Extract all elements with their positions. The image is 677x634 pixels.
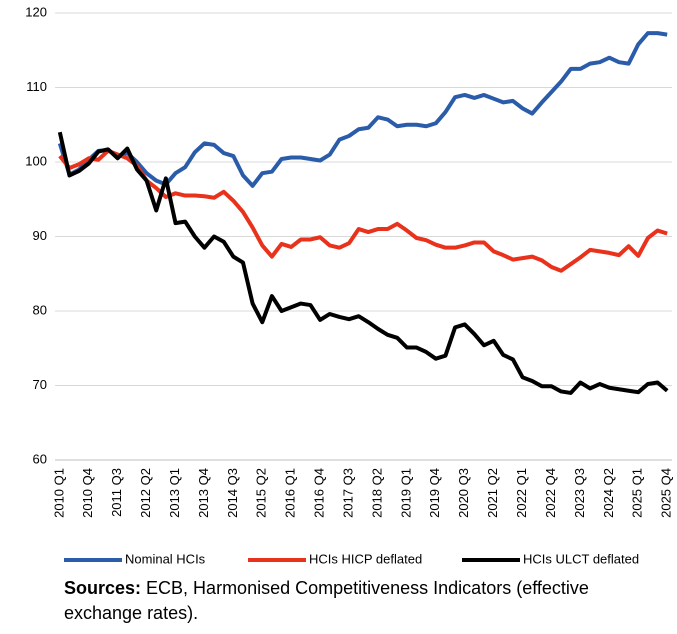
y-tick-label: 100 — [25, 153, 47, 168]
series-line — [57, 131, 669, 395]
x-tick-label: 2025 Q1 — [630, 468, 645, 518]
x-tick-label: 2020 Q3 — [456, 468, 471, 518]
x-tick-label: 2010 Q4 — [80, 468, 95, 518]
legend-label: HCIs HICP deflated — [309, 551, 422, 566]
x-tick-label: 2019 Q4 — [427, 468, 442, 518]
x-tick-label: 2016 Q1 — [283, 468, 298, 518]
series-line — [57, 31, 668, 188]
x-tick-label: 2018 Q2 — [369, 468, 384, 518]
y-tick-label: 60 — [33, 451, 47, 466]
y-tick-label: 90 — [33, 228, 47, 243]
x-tick-label: 2017 Q3 — [340, 468, 355, 518]
source-label: Sources: — [64, 578, 142, 598]
x-tick-label: 2012 Q2 — [138, 468, 153, 518]
x-tick-label: 2021 Q2 — [485, 468, 500, 518]
x-tick-label: 2019 Q1 — [398, 468, 413, 518]
chart: 60 70 80 90 100 110 120 2010 Q1 2010 Q4 2011 Q3 20… — [25, 4, 674, 566]
x-tick-label: 2014 Q3 — [225, 468, 240, 518]
x-tick-label: 2013 Q1 — [167, 468, 182, 518]
x-tick-label: 2011 Q3 — [109, 468, 124, 517]
x-tick-label: 2016 Q4 — [312, 468, 327, 518]
x-tick-label: 2013 Q4 — [196, 468, 211, 518]
series-line — [58, 148, 668, 273]
source-text: ECB, Harmonised Competitiveness Indicato… — [64, 578, 589, 623]
legend-label: Nominal HCIs — [125, 551, 206, 566]
x-tick-label: 2022 Q4 — [543, 468, 558, 518]
legend-label: HCIs ULCT deflated — [523, 551, 639, 566]
y-tick-label: 110 — [26, 79, 47, 94]
x-tick-label: 2025 Q4 — [659, 468, 674, 518]
x-tick-label: 2023 Q3 — [572, 468, 587, 518]
x-tick-label: 2022 Q1 — [514, 468, 529, 518]
source-note: Sources: ECB, Harmonised Competitiveness… — [64, 576, 624, 626]
y-tick-label: 120 — [25, 4, 47, 19]
y-tick-label: 80 — [33, 302, 47, 317]
x-tick-label: 2024 Q2 — [601, 468, 616, 518]
x-tick-label: 2015 Q2 — [254, 468, 269, 518]
y-tick-label: 70 — [33, 377, 47, 392]
x-tick-label: 2010 Q1 — [51, 468, 66, 518]
